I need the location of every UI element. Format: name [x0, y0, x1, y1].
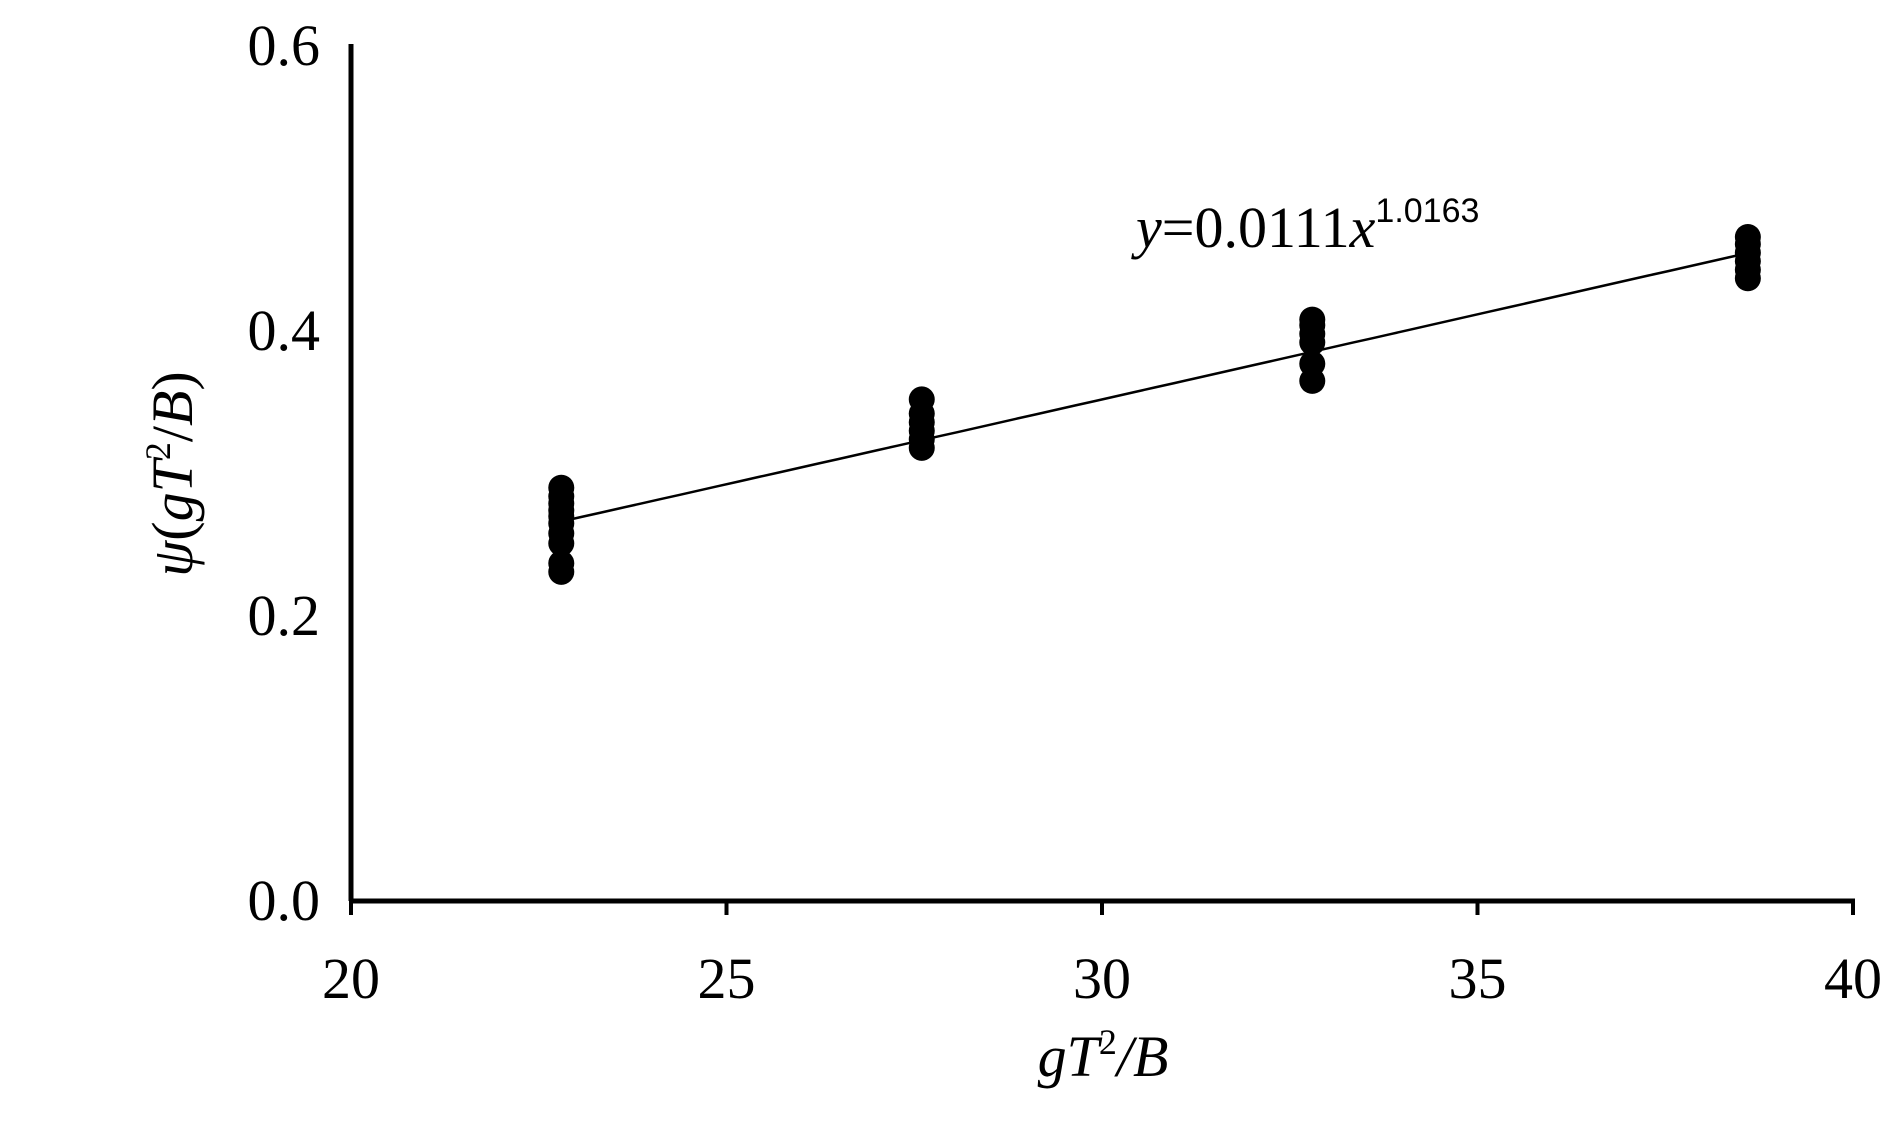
y-axis-title-open: ( [140, 521, 205, 540]
y-axis-title-exp: 2 [138, 442, 178, 460]
x-ticks: 20 25 30 35 40 [322, 901, 1882, 1011]
data-point [1299, 306, 1326, 333]
y-axis-title-psi: ψ [140, 540, 205, 577]
y-axis-title-slash: / [140, 425, 205, 442]
data-point [1734, 223, 1761, 250]
equation-exponent: 1.0163 [1375, 192, 1479, 230]
x-tick-label: 35 [1449, 946, 1507, 1011]
y-tick-label: 0.2 [248, 583, 321, 648]
y-tick-label: 0.6 [248, 13, 321, 78]
x-tick-label: 25 [698, 946, 756, 1011]
x-axis-title: gT2/B [1038, 1022, 1169, 1089]
data-point [548, 474, 575, 501]
equation-x: x [1349, 195, 1376, 260]
y-axis-title-T: T [140, 456, 205, 492]
y-axis-title: ψ(gT2/B) [138, 371, 205, 577]
x-tick-label: 20 [322, 946, 380, 1011]
x-axis-title-rest: /B [1114, 1024, 1169, 1089]
data-points [548, 223, 1761, 585]
y-axis-title-B: B [140, 391, 205, 426]
y-axis-title-g: g [140, 492, 205, 521]
equation-coefficient: =0.0111 [1162, 195, 1350, 260]
y-tick-label: 0.4 [248, 298, 321, 363]
x-axis-title-exp: 2 [1099, 1022, 1117, 1062]
data-point [548, 550, 575, 577]
data-point [908, 386, 935, 413]
fit-equation: y=0.0111x1.0163 [1131, 192, 1479, 260]
y-ticks: 0.0 0.2 0.4 0.6 [248, 13, 321, 933]
x-axis-title-T: T [1067, 1024, 1103, 1089]
x-axis-title-g: g [1038, 1024, 1067, 1089]
x-tick-label: 40 [1824, 946, 1882, 1011]
y-axis-title-close: ) [140, 371, 205, 390]
data-point [1299, 350, 1326, 377]
power-fit-line [561, 251, 1749, 523]
equation-y: y [1131, 195, 1162, 260]
x-tick-label: 30 [1073, 946, 1131, 1011]
y-tick-label: 0.0 [248, 868, 321, 933]
